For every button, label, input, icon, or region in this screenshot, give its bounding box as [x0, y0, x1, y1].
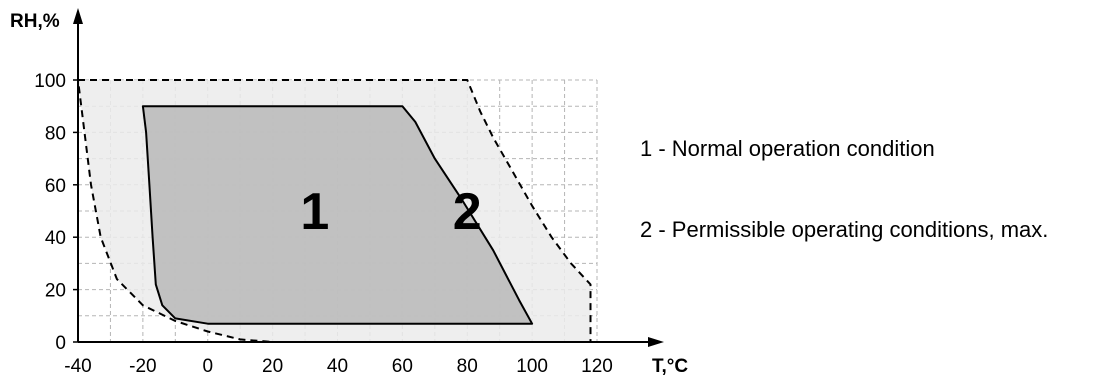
region-1 [141, 105, 534, 325]
y-tick-label: 20 [45, 281, 66, 302]
regions [77, 79, 592, 343]
y-tick-label: 100 [34, 71, 66, 92]
x-tick-label: 100 [516, 356, 548, 377]
axes [73, 8, 664, 347]
y-tick-label: 60 [45, 176, 66, 197]
x-tick-label: 120 [581, 356, 613, 377]
x-tick-label: 40 [327, 356, 348, 377]
region-label-1: 1 [300, 183, 329, 241]
x-axis-title: T,°C [652, 356, 688, 377]
region-label-2: 2 [453, 183, 482, 241]
x-tick-label: 60 [392, 356, 413, 377]
tick-labels: -40 -20 0 20 40 60 80 100 120 0 20 40 60 80 100 [34, 71, 613, 377]
x-axis-arrow [648, 337, 664, 347]
x-tick-label: -40 [64, 356, 91, 377]
legend-item-permissible: 2 - Permissible operating conditions, ma… [640, 217, 1049, 242]
y-axis-title: RH,% [10, 11, 60, 32]
x-tick-label: 20 [262, 356, 283, 377]
y-axis-arrow [73, 8, 83, 24]
y-tick-label: 40 [45, 228, 66, 249]
x-tick-label: 80 [457, 356, 478, 377]
x-tick-label: -20 [129, 356, 156, 377]
legend-item-normal: 1 - Normal operation condition [640, 136, 935, 161]
x-tick-label: 0 [202, 356, 213, 377]
y-tick-label: 80 [45, 123, 66, 144]
y-tick-label: 0 [55, 333, 66, 354]
